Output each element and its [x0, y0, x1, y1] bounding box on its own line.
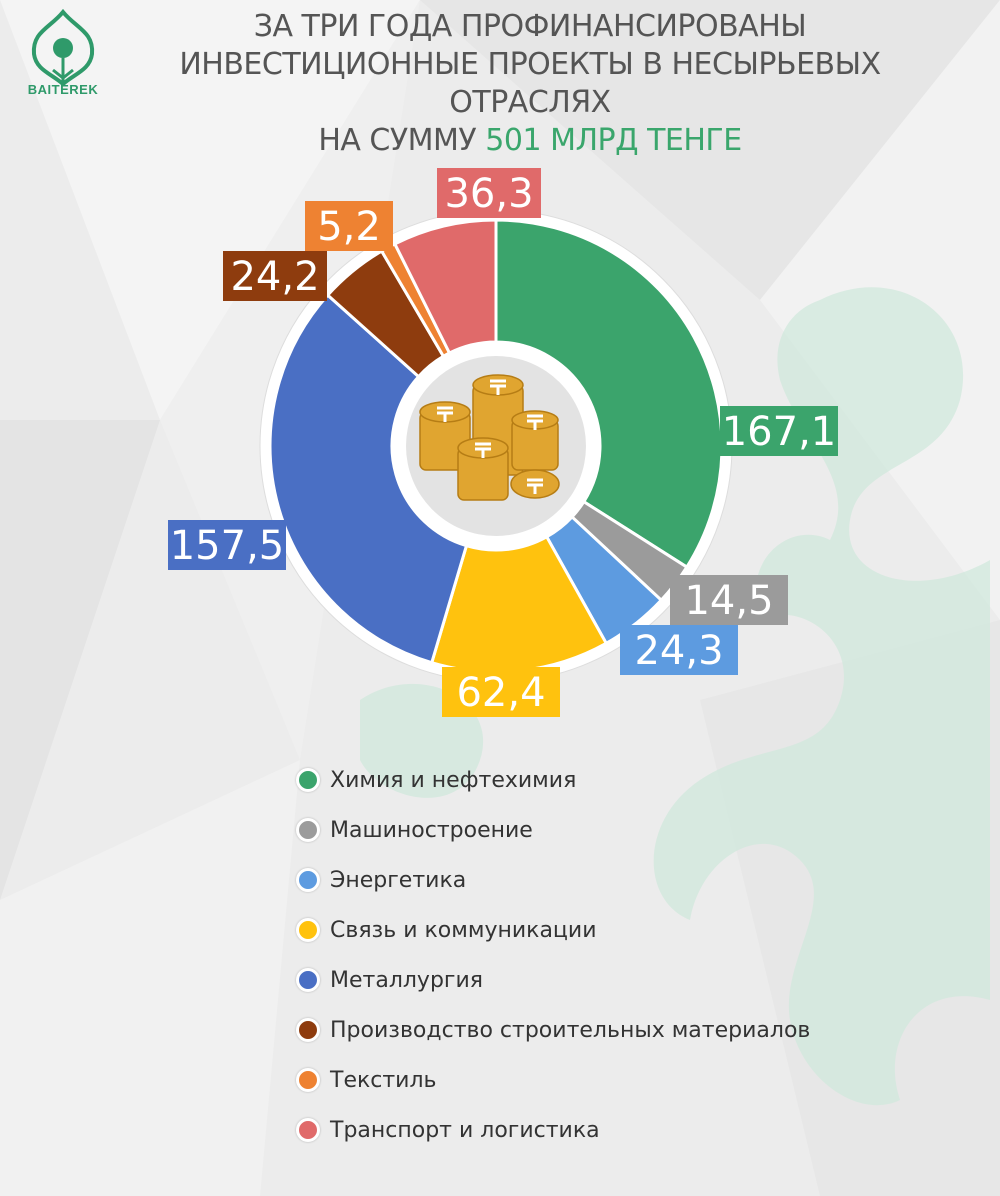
legend-swatch — [296, 1068, 320, 1092]
value-label-background — [305, 201, 393, 251]
tenge-coins-icon — [419, 374, 560, 501]
title-line-3-prefix: НА СУММУ — [318, 123, 477, 158]
title-line-3: НА СУММУ 501 МЛРД ТЕНГЕ — [120, 122, 940, 160]
title-line-2: ИНВЕСТИЦИОННЫЕ ПРОЕКТЫ В НЕСЫРЬЕВЫХ ОТРА… — [179, 47, 881, 120]
legend-item: Производство строительных материалов — [296, 1005, 810, 1055]
legend-item: Текстиль — [296, 1055, 810, 1105]
value-label-box: 24,2 — [223, 251, 327, 301]
value-label-box: 36,3 — [437, 168, 541, 218]
value-label: 24,2 — [230, 254, 319, 300]
value-label-box: 157,5 — [168, 520, 286, 570]
value-label: 167,1 — [722, 409, 837, 455]
value-label-background — [670, 575, 788, 625]
legend-label: Химия и нефтехимия — [330, 767, 577, 793]
page-title: ЗА ТРИ ГОДА ПРОФИНАНСИРОВАНЫ ИНВЕСТИЦИОН… — [120, 8, 940, 160]
legend-swatch — [296, 868, 320, 892]
legend-swatch — [296, 918, 320, 942]
value-label-box: 62,4 — [442, 667, 560, 717]
chart-legend: Химия и нефтехимия Машиностроение Энергети… — [296, 755, 810, 1155]
legend-label: Транспорт и логистика — [330, 1117, 600, 1143]
legend-item: Связь и коммуникации — [296, 905, 810, 955]
legend-label: Производство строительных материалов — [330, 1017, 811, 1043]
legend-item: Химия и нефтехимия — [296, 755, 810, 805]
legend-label: Связь и коммуникации — [330, 917, 597, 943]
value-label-background — [437, 168, 541, 218]
value-label-background — [168, 520, 286, 570]
title-line-1: ЗА ТРИ ГОДА ПРОФИНАНСИРОВАНЫ — [253, 9, 807, 44]
value-label-box: 14,5 — [670, 575, 788, 625]
donut-chart: 167,1 14,524,3 62,4 157,5 24,25,2 36,3 — [168, 168, 838, 717]
legend-label: Машиностроение — [330, 817, 533, 843]
value-label: 62,4 — [456, 670, 545, 716]
baiterek-logo-icon — [31, 8, 95, 87]
value-label: 14,5 — [684, 578, 773, 624]
legend-swatch — [296, 768, 320, 792]
value-label-background — [442, 667, 560, 717]
title-total-amount: 501 МЛРД ТЕНГЕ — [485, 123, 742, 158]
value-label-background — [223, 251, 327, 301]
legend-swatch — [296, 818, 320, 842]
legend-label: Текстиль — [330, 1067, 437, 1093]
value-label: 24,3 — [634, 628, 723, 674]
legend-item: Транспорт и логистика — [296, 1105, 810, 1155]
legend-swatch — [296, 1118, 320, 1142]
value-label: 5,2 — [317, 204, 381, 250]
legend-item: Машиностроение — [296, 805, 810, 855]
legend-item: Металлургия — [296, 955, 810, 1005]
legend-label: Энергетика — [330, 867, 467, 893]
value-label-background — [720, 406, 838, 456]
legend-swatch — [296, 968, 320, 992]
value-label: 157,5 — [170, 523, 285, 569]
legend-swatch — [296, 1018, 320, 1042]
value-label: 36,3 — [444, 171, 533, 217]
value-label-background — [620, 625, 738, 675]
value-label-box: 24,3 — [620, 625, 738, 675]
value-label-box: 167,1 — [720, 406, 838, 456]
legend-label: Металлургия — [330, 967, 484, 993]
legend-item: Энергетика — [296, 855, 810, 905]
logo-text: BAITEREK — [27, 82, 99, 97]
value-label-box: 5,2 — [305, 201, 393, 251]
